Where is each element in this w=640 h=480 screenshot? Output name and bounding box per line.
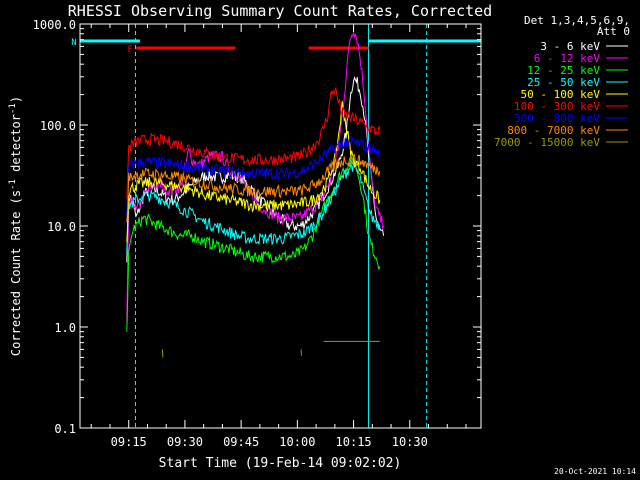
series-line	[126, 87, 381, 199]
legend-title: Det 1,3,4,5,6,9,	[524, 14, 630, 27]
x-tick-label: 10:15	[336, 435, 372, 449]
flag-label: F	[128, 45, 133, 55]
series-line	[126, 155, 381, 332]
x-tick-label: 10:30	[392, 435, 428, 449]
x-tick-label: 10:00	[279, 435, 315, 449]
legend-entry: 300 - 800 keV	[514, 112, 600, 125]
x-tick-label: 09:30	[167, 435, 203, 449]
x-tick-label: 09:15	[111, 435, 147, 449]
legend-entry: 50 - 100 keV	[521, 88, 601, 101]
series-line	[126, 153, 381, 223]
series-line	[126, 159, 381, 253]
series-line	[126, 134, 381, 216]
y-axis-label: Corrected Count Rate (s-1 detector-1)	[8, 96, 23, 356]
flag-label: N	[71, 38, 76, 48]
y-tick-label: 1000.0	[33, 18, 76, 32]
series-line	[126, 30, 385, 323]
x-axis-label: Start Time (19-Feb-14 09:02:02)	[159, 456, 402, 471]
y-tick-label: 1.0	[54, 321, 76, 335]
plot-area: FN	[71, 24, 481, 428]
series-line	[126, 76, 385, 263]
legend-entry: 25 - 50 keV	[527, 76, 600, 89]
legend-entry: 12 - 25 keV	[527, 64, 600, 77]
legend-entry: 3 - 6 keV	[540, 40, 600, 53]
chart-title: RHESSI Observing Summary Count Rates, Co…	[68, 2, 492, 20]
y-tick-label: 10.0	[47, 220, 76, 234]
legend-entry: 800 - 7000 keV	[507, 124, 600, 137]
x-tick-label: 09:45	[223, 435, 259, 449]
y-axis: 0.1 1.0 10.0 100.0 1000.0	[33, 18, 481, 436]
series-line	[126, 101, 381, 243]
legend-entry: 100 - 300 keV	[514, 100, 600, 113]
x-axis: 09:15 09:30 09:45 10:00 10:15 10:30	[90, 24, 467, 449]
y-tick-label: 0.1	[54, 422, 76, 436]
legend-entry: 6 - 12 keV	[534, 52, 601, 65]
legend-entry: 7000 - 15000 keV	[494, 136, 600, 149]
y-tick-label: 100.0	[40, 119, 76, 133]
legend-title: Att 0	[597, 25, 630, 38]
timestamp: 20-Oct-2021 10:14	[554, 467, 636, 476]
